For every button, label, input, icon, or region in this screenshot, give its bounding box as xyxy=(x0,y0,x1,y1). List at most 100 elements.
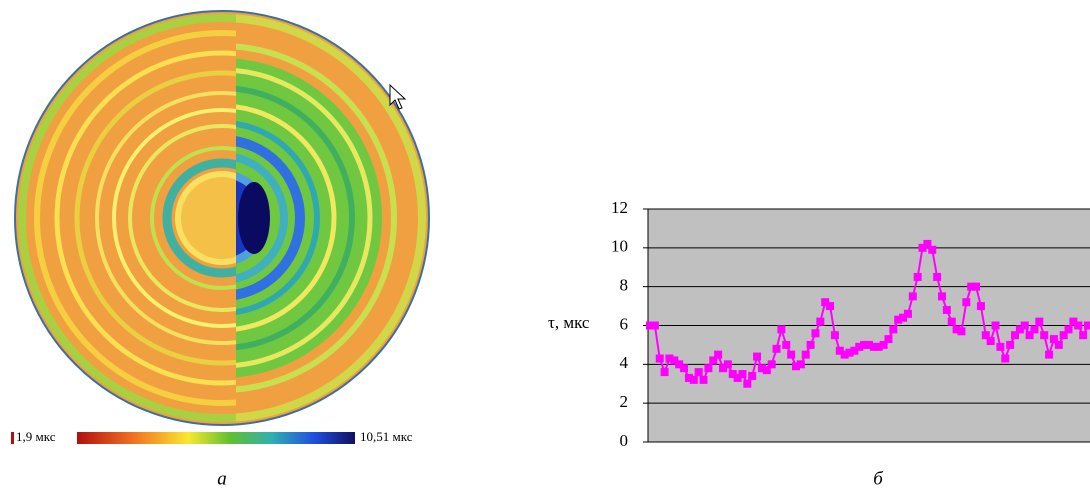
data-point xyxy=(670,356,679,365)
data-point xyxy=(650,321,659,330)
data-point xyxy=(665,354,674,363)
data-point xyxy=(689,375,698,384)
data-point xyxy=(796,360,805,369)
data-point xyxy=(835,346,844,355)
data-point xyxy=(972,282,981,291)
data-point xyxy=(699,375,708,384)
data-point xyxy=(1035,317,1044,326)
data-point xyxy=(1015,325,1024,334)
data-point xyxy=(957,327,966,336)
y-tick-label: 2 xyxy=(620,392,629,411)
y-tick-label: 6 xyxy=(620,314,629,333)
data-point xyxy=(991,321,1000,330)
data-point xyxy=(840,350,849,359)
data-point xyxy=(748,371,757,380)
data-point xyxy=(874,342,883,351)
data-point xyxy=(767,360,776,369)
data-point xyxy=(719,364,727,373)
data-point xyxy=(782,340,791,349)
data-point xyxy=(1069,317,1078,326)
wafer-map xyxy=(14,10,430,426)
data-point xyxy=(762,366,771,375)
data-point xyxy=(1001,354,1010,363)
data-point xyxy=(723,360,732,369)
data-point xyxy=(826,302,835,311)
data-point xyxy=(757,364,766,373)
data-point xyxy=(850,346,859,355)
data-point xyxy=(952,325,961,334)
data-point xyxy=(660,368,669,377)
plot: 0 2 4 6 8 10 12 xyxy=(611,198,1090,450)
data-point xyxy=(1059,331,1068,340)
data-point xyxy=(1006,340,1015,349)
data-point xyxy=(962,298,971,307)
data-point xyxy=(967,282,976,291)
panel-label: б xyxy=(873,468,884,489)
data-point xyxy=(933,272,942,281)
data-point xyxy=(942,305,951,314)
colorbar xyxy=(77,432,355,444)
data-point xyxy=(1054,340,1063,349)
y-axis-label: τ, мкс xyxy=(548,313,590,332)
data-point xyxy=(675,360,684,369)
y-tick-label: 8 xyxy=(620,276,629,295)
data-point xyxy=(889,325,898,334)
data-point xyxy=(738,370,747,379)
data-point xyxy=(1011,331,1019,340)
data-point xyxy=(1064,325,1073,334)
data-point xyxy=(821,298,830,307)
data-point xyxy=(806,340,815,349)
panel-label: а xyxy=(217,468,227,489)
data-point xyxy=(923,239,932,248)
data-point xyxy=(655,354,664,363)
data-point xyxy=(680,364,689,373)
data-point xyxy=(684,373,693,382)
data-point xyxy=(811,329,820,338)
y-tick-label: 12 xyxy=(611,198,628,217)
data-point xyxy=(981,331,990,340)
data-point xyxy=(709,356,718,365)
data-point xyxy=(899,313,908,322)
data-point xyxy=(1020,321,1029,330)
data-point xyxy=(743,379,752,388)
data-point xyxy=(928,245,937,254)
data-point xyxy=(938,292,946,301)
data-point xyxy=(1084,321,1090,330)
data-point xyxy=(903,309,912,318)
data-point xyxy=(1074,321,1083,330)
data-point xyxy=(753,352,762,361)
colorbar-min-marker xyxy=(11,432,14,444)
y-tick-label: 0 xyxy=(620,431,629,450)
data-point xyxy=(801,350,810,359)
data-point xyxy=(845,348,854,357)
data-point xyxy=(1045,350,1054,359)
data-point xyxy=(1049,335,1058,344)
data-point xyxy=(884,335,893,344)
data-point xyxy=(787,350,796,359)
data-point xyxy=(996,342,1005,351)
data-point xyxy=(879,340,888,349)
data-point xyxy=(860,340,869,349)
data-point xyxy=(869,342,878,351)
data-point xyxy=(894,315,903,324)
data-point xyxy=(855,342,864,351)
data-point xyxy=(646,321,654,330)
colorbar-max-label: 10,51 мкс xyxy=(360,429,413,444)
data-point xyxy=(986,337,995,346)
data-point xyxy=(865,340,873,349)
y-tick-label: 10 xyxy=(611,237,628,256)
data-point xyxy=(694,368,703,377)
data-point xyxy=(913,272,922,281)
colorbar-min-label: 1,9 мкс xyxy=(16,429,56,444)
data-point xyxy=(792,362,800,371)
data-point xyxy=(1030,325,1039,334)
data-point xyxy=(728,370,737,379)
data-point xyxy=(1079,331,1088,340)
data-point xyxy=(772,344,781,353)
data-point xyxy=(816,317,825,326)
data-point xyxy=(704,364,713,373)
data-point xyxy=(918,243,927,252)
data-point xyxy=(777,325,786,334)
data-point xyxy=(714,350,723,359)
